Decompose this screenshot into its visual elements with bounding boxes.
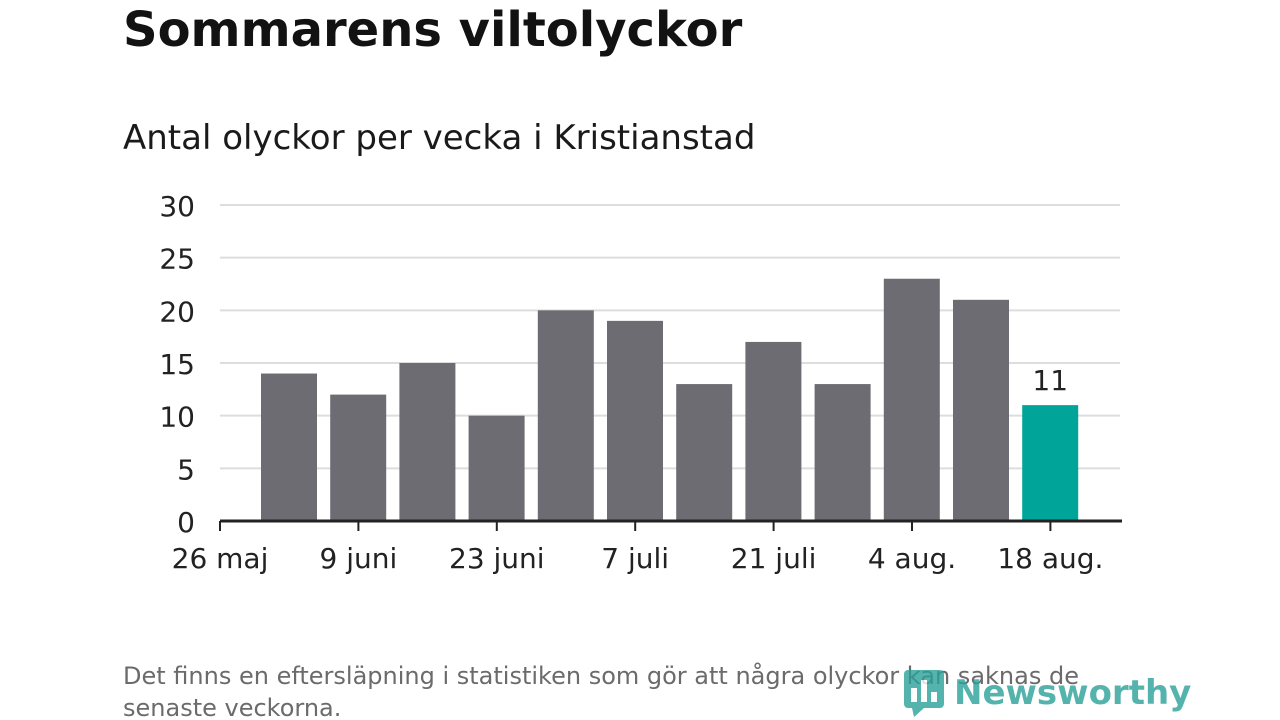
bar: [814, 384, 871, 521]
newsworthy-logo: Newsworthy: [902, 668, 1191, 718]
bar: [883, 278, 940, 521]
x-tick-label: 9 juni: [320, 542, 398, 575]
bar: [676, 384, 733, 521]
y-tick-label: 10: [159, 401, 195, 434]
bar: [261, 373, 317, 521]
bar: [1022, 405, 1079, 521]
logo-text: Newsworthy: [954, 673, 1192, 713]
bar: [399, 363, 456, 521]
chart-subtitle: Antal olyckor per vecka i Kristianstad: [123, 118, 756, 158]
x-tick-label: 4 aug.: [868, 542, 956, 575]
bar: [330, 394, 387, 521]
x-tick-label: 7 juli: [601, 542, 669, 575]
y-tick-label: 25: [159, 243, 195, 276]
bar-chart: 0 5 10 15 20 25 30 11 26 maj 9 juni 23 juni 7 juli 2…: [159, 190, 1122, 575]
bar: [953, 299, 1009, 521]
y-tick-label: 15: [159, 348, 195, 381]
bar: [607, 320, 663, 521]
x-tick-label: 26 maj: [172, 542, 269, 575]
bar-chart-logo-icon: [904, 670, 944, 717]
x-tick-label: 18 aug.: [997, 542, 1103, 575]
bar: [468, 415, 525, 521]
y-tick-label: 0: [177, 506, 195, 539]
data-label: 11: [1032, 364, 1068, 397]
chart-title: Sommarens viltolyckor: [123, 2, 743, 58]
y-tick-label: 30: [159, 190, 195, 223]
y-tick-label: 5: [177, 453, 195, 486]
bar: [537, 310, 594, 521]
x-tick-label: 23 juni: [449, 542, 545, 575]
x-tick-label: 21 juli: [731, 542, 817, 575]
y-tick-label: 20: [159, 295, 195, 328]
bar: [745, 341, 802, 521]
